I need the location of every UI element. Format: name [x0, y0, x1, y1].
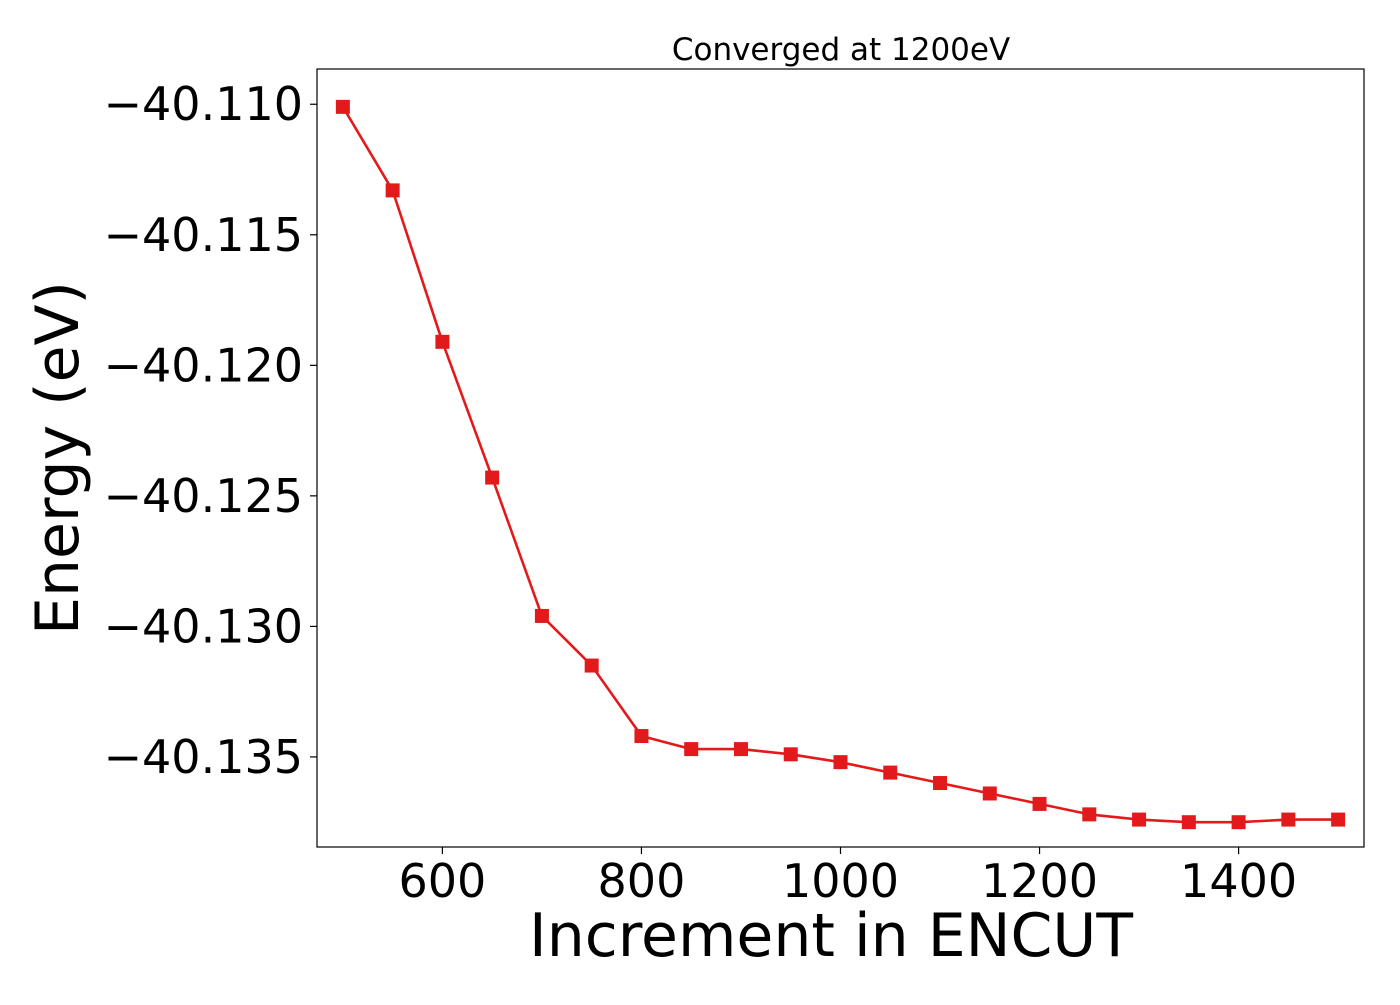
data-point-marker: [933, 776, 948, 791]
data-point-marker: [335, 99, 350, 114]
series-line: [341, 106, 1339, 824]
x-axis-label: Increment in ENCUT: [529, 901, 1133, 971]
x-tick-label: 800: [598, 854, 686, 908]
y-tick-label: −40.115: [104, 208, 304, 262]
data-point-marker: [1181, 815, 1196, 830]
data-point-marker: [534, 608, 549, 623]
data-point-marker: [733, 742, 748, 757]
data-point-marker: [883, 765, 898, 780]
y-axis-ticks: −40.110 −40.115 −40.120 −40.125 −40.130 −40.1…: [104, 77, 317, 784]
data-point-marker: [684, 742, 699, 757]
data-point-marker: [833, 755, 848, 770]
data-point-marker: [634, 729, 649, 744]
x-tick-label: 600: [398, 854, 486, 908]
data-point-marker: [1032, 796, 1047, 811]
data-point-marker: [783, 747, 798, 762]
y-tick-label: −40.120: [104, 338, 304, 392]
x-tick-label: 1200: [981, 854, 1098, 908]
chart-title: Converged at 1200eV: [672, 32, 1010, 68]
series-layer: [335, 99, 1346, 830]
x-tick-label: 1000: [782, 854, 899, 908]
y-axis-label: Energy (eV): [23, 281, 93, 635]
plot-frame: [316, 68, 1365, 848]
y-tick-label: −40.130: [104, 599, 304, 653]
x-tick-label: 1400: [1180, 854, 1297, 908]
data-point-marker: [435, 334, 450, 349]
data-point-marker: [1231, 815, 1246, 830]
data-point-marker: [982, 786, 997, 801]
data-point-marker: [584, 658, 599, 673]
data-point-marker: [1132, 812, 1147, 827]
data-point-marker: [485, 470, 500, 485]
y-tick-label: −40.125: [104, 469, 304, 523]
y-tick-label: −40.135: [104, 730, 304, 784]
data-point-marker: [1331, 812, 1346, 827]
x-axis-ticks: 600 800 1000 1200 1400: [398, 847, 1297, 908]
data-point-marker: [1082, 807, 1097, 822]
data-point-marker: [385, 183, 400, 198]
y-tick-label: −40.110: [104, 77, 304, 131]
data-point-marker: [1281, 812, 1296, 827]
